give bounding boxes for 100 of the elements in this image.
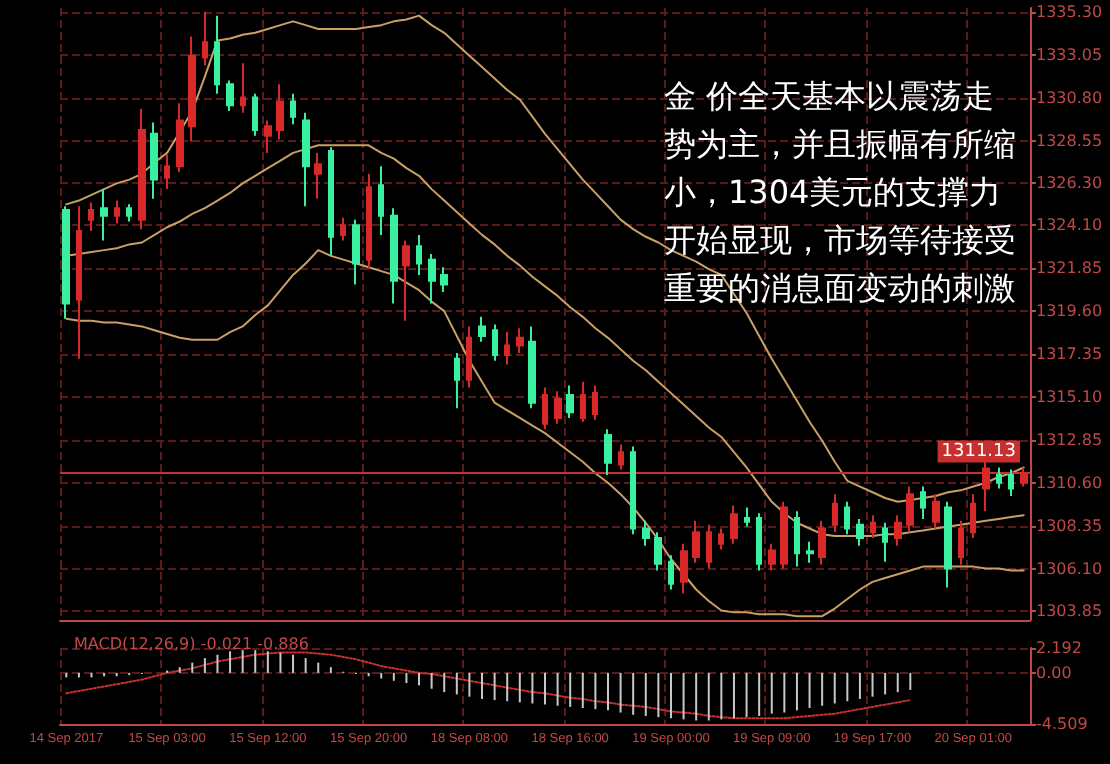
candlestick xyxy=(944,500,952,589)
candlestick xyxy=(366,172,372,271)
candlestick xyxy=(352,218,360,286)
candlestick xyxy=(88,201,94,233)
candlestick xyxy=(516,327,524,355)
candlestick xyxy=(756,512,762,572)
candlestick xyxy=(340,216,346,242)
candlestick xyxy=(466,325,472,389)
candlestick xyxy=(768,542,776,572)
candlestick xyxy=(780,500,788,570)
y-tick-label: 2.192 xyxy=(1036,639,1082,657)
y-tick-label: 1328.55 xyxy=(1036,131,1103,150)
candlestick xyxy=(958,519,964,566)
candlestick xyxy=(832,493,838,534)
y-tick-label: 1335.30 xyxy=(1036,2,1103,21)
candlestick xyxy=(378,165,384,236)
candlestick xyxy=(240,62,246,114)
y-tick-label: 1315.10 xyxy=(1036,387,1103,406)
y-tick-label: 1319.60 xyxy=(1036,302,1103,321)
candlestick xyxy=(554,390,562,425)
candlestick xyxy=(806,540,814,564)
candlestick xyxy=(592,384,598,421)
candlestick xyxy=(618,443,624,471)
candlestick xyxy=(402,239,410,322)
y-tick-label: 1324.10 xyxy=(1036,216,1103,235)
chart-title: MACD(12,26,9) -0.021 -0.886 xyxy=(74,635,309,653)
candlestick xyxy=(920,485,926,520)
candlestick xyxy=(504,331,510,366)
candlestick xyxy=(844,500,850,536)
candlestick xyxy=(692,519,700,564)
candlestick xyxy=(996,466,1002,490)
candlestick xyxy=(164,153,170,191)
y-tick-label: 1317.35 xyxy=(1036,345,1103,364)
y-tick-label: 1321.85 xyxy=(1036,259,1103,278)
y-tick-label: 0.00 xyxy=(1036,663,1072,682)
ref-line-label: 1311.13 xyxy=(941,441,1016,462)
candlestick xyxy=(214,14,220,95)
candlestick xyxy=(276,83,284,141)
candlestick xyxy=(932,493,940,530)
candlestick xyxy=(264,119,272,154)
candlestick xyxy=(630,445,636,536)
candlestick xyxy=(894,514,902,547)
y-tick-label: 1326.30 xyxy=(1036,174,1103,193)
candlestick xyxy=(1020,466,1028,488)
candlestick xyxy=(642,519,650,547)
y-tick-label: 1303.85 xyxy=(1036,602,1103,621)
candlestick xyxy=(252,92,258,137)
candlestick xyxy=(226,79,234,112)
candlestick xyxy=(62,205,70,320)
candlestick xyxy=(314,151,322,200)
y-tick-label: 1306.10 xyxy=(1036,559,1103,578)
candlestick xyxy=(870,514,876,540)
candlestick xyxy=(718,527,724,551)
candlestick xyxy=(882,521,888,563)
candlestick xyxy=(428,252,436,305)
candlestick xyxy=(1008,468,1014,498)
candlestick xyxy=(566,384,574,419)
candlestick xyxy=(290,92,296,126)
candlestick xyxy=(440,266,448,294)
candlestick xyxy=(856,517,864,547)
candlestick xyxy=(680,542,688,595)
y-tick-label: 1310.60 xyxy=(1036,473,1103,492)
candlestick xyxy=(668,554,674,591)
candlestick xyxy=(150,121,158,200)
candlestick xyxy=(528,325,536,410)
y-tick-label: 1312.85 xyxy=(1036,430,1103,449)
candlestick xyxy=(126,203,132,223)
candlestick xyxy=(604,428,612,477)
candlestick xyxy=(454,352,460,410)
candlestick xyxy=(416,233,422,276)
candlestick xyxy=(580,380,586,423)
candlestick xyxy=(138,108,146,231)
line-series xyxy=(65,651,912,720)
candlestick xyxy=(390,207,398,305)
candlestick xyxy=(818,519,826,566)
y-tick-label: 1330.80 xyxy=(1036,88,1103,107)
candlestick xyxy=(654,531,662,572)
candlestick xyxy=(478,315,486,343)
candlestick xyxy=(706,523,712,570)
candlestick xyxy=(744,506,750,528)
candlestick xyxy=(982,460,990,513)
candlestick xyxy=(76,205,82,360)
candlestick xyxy=(906,485,914,534)
candlestick xyxy=(176,102,184,173)
annotation: 金 价全天基本以震荡走势为主，并且振幅有所缩小，1304美元的支撑力开始显现，市场等待接受重要的消息面变动的刺激 xyxy=(664,77,1016,307)
candlestick xyxy=(492,323,498,362)
candlestick xyxy=(302,111,310,208)
candlestick xyxy=(794,510,800,568)
candlestick xyxy=(202,10,208,67)
y-tick-label: -4.509 xyxy=(1036,715,1088,733)
candlestick xyxy=(114,199,120,225)
y-tick-label: 1333.05 xyxy=(1036,45,1103,64)
candlestick xyxy=(100,188,108,242)
line-series xyxy=(65,14,1025,503)
candlestick xyxy=(970,493,976,540)
candlestick xyxy=(542,386,548,431)
y-tick-label: 1308.35 xyxy=(1036,516,1103,535)
candlestick xyxy=(730,504,738,545)
candlestick xyxy=(328,146,334,257)
candlestick xyxy=(188,35,196,143)
